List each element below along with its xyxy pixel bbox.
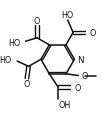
- Text: O: O: [82, 71, 88, 80]
- Text: HO: HO: [62, 11, 74, 20]
- Text: O: O: [90, 29, 96, 38]
- Text: O: O: [34, 17, 40, 25]
- Text: N: N: [77, 55, 83, 64]
- Text: O: O: [24, 80, 30, 89]
- Text: HO: HO: [8, 38, 20, 47]
- Text: O: O: [75, 83, 81, 92]
- Text: OH: OH: [59, 100, 71, 109]
- Text: HO: HO: [0, 55, 12, 64]
